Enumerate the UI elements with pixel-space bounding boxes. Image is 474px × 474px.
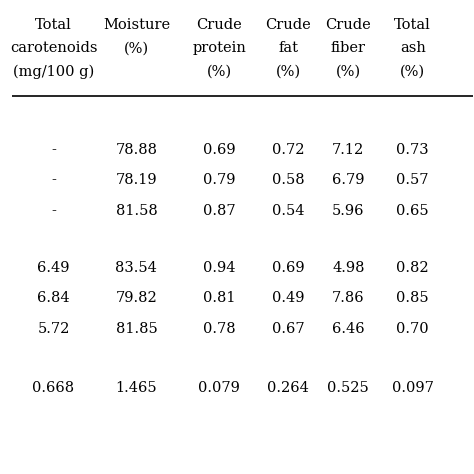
Text: 0.57: 0.57 [396,173,429,187]
Text: Crude: Crude [265,18,311,32]
Text: Crude: Crude [196,18,242,32]
Text: 81.85: 81.85 [116,322,157,336]
Text: Moisture: Moisture [103,18,170,32]
Text: (%): (%) [276,65,301,79]
Text: 0.525: 0.525 [328,381,369,395]
Text: 0.264: 0.264 [267,381,310,395]
Text: 0.94: 0.94 [203,261,236,274]
Text: 0.54: 0.54 [272,204,305,218]
Text: 0.67: 0.67 [272,322,305,336]
Text: 0.69: 0.69 [203,143,236,157]
Text: 0.65: 0.65 [396,204,429,218]
Text: 0.73: 0.73 [396,143,429,157]
Text: 6.84: 6.84 [37,291,70,305]
Text: 6.49: 6.49 [37,261,70,274]
Text: 6.79: 6.79 [332,173,365,187]
Text: 7.12: 7.12 [332,143,365,157]
Text: 78.19: 78.19 [116,173,157,187]
Text: 0.78: 0.78 [203,322,236,336]
Text: 0.079: 0.079 [199,381,240,395]
Text: 5.72: 5.72 [37,322,70,336]
Text: 0.82: 0.82 [396,261,429,274]
Text: 81.58: 81.58 [116,204,157,218]
Text: Total: Total [394,18,431,32]
Text: 0.79: 0.79 [203,173,236,187]
Text: (%): (%) [124,41,149,55]
Text: (%): (%) [336,65,361,79]
Text: 0.81: 0.81 [203,291,236,305]
Text: (mg/100 g): (mg/100 g) [13,65,94,79]
Text: 0.70: 0.70 [396,322,429,336]
Text: 0.85: 0.85 [396,291,429,305]
Text: protein: protein [192,41,246,55]
Text: 4.98: 4.98 [332,261,365,274]
Text: 0.58: 0.58 [272,173,305,187]
Text: 79.82: 79.82 [116,291,157,305]
Text: fat: fat [278,41,299,55]
Text: 0.69: 0.69 [272,261,305,274]
Text: 78.88: 78.88 [116,143,157,157]
Text: -: - [51,204,56,218]
Text: 1.465: 1.465 [116,381,157,395]
Text: 5.96: 5.96 [332,204,365,218]
Text: (%): (%) [207,65,232,79]
Text: fiber: fiber [331,41,366,55]
Text: 83.54: 83.54 [116,261,157,274]
Text: 7.86: 7.86 [332,291,365,305]
Text: Total: Total [35,18,72,32]
Text: 0.668: 0.668 [32,381,74,395]
Text: 0.87: 0.87 [203,204,236,218]
Text: -: - [51,173,56,187]
Text: 6.46: 6.46 [332,322,365,336]
Text: 0.097: 0.097 [392,381,434,395]
Text: ash: ash [400,41,426,55]
Text: 0.72: 0.72 [272,143,305,157]
Text: -: - [51,143,56,157]
Text: 0.49: 0.49 [272,291,305,305]
Text: Crude: Crude [325,18,371,32]
Text: carotenoids: carotenoids [10,41,97,55]
Text: (%): (%) [400,65,425,79]
